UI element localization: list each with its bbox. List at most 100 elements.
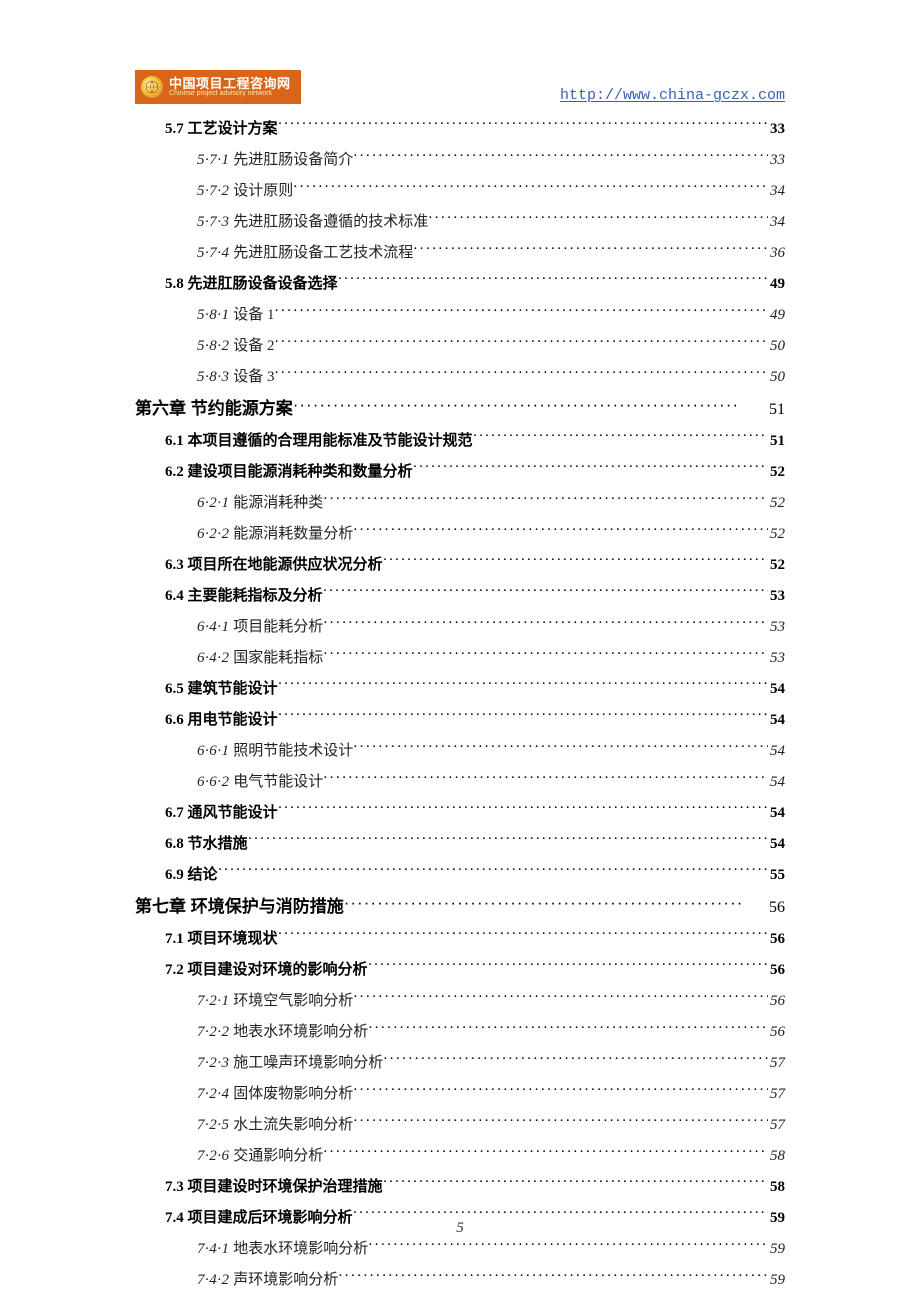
toc-row: 6·4·1 项目能耗分析53 [135,616,785,635]
toc-title: 地表水环境影响分析 [230,1241,369,1257]
toc-label: 5.8 先进肛肠设备设备选择 [165,277,338,292]
toc-label: 6·2·2 能源消耗数量分析 [197,527,353,542]
toc-page: 51 [768,434,785,449]
toc-title: 声环境影响分析 [230,1272,339,1288]
toc-row: 6.6 用电节能设计54 [135,709,785,728]
toc-row: 7·4·2 声环境影响分析 59 [135,1269,785,1288]
toc-page: 56 [768,932,785,947]
toc-leader [278,709,768,724]
toc-label: 7·2·4 固体废物影响分析 [197,1087,353,1102]
page-header: 中国项目工程咨询网 Chinese project advisory netwo… [135,70,785,108]
toc-leader [353,1083,768,1098]
toc-page: 52 [768,558,785,573]
toc-page: 34 [768,215,785,230]
toc-page: 54 [768,837,785,852]
toc-title: 设备 1 [230,307,275,323]
toc-leader [344,895,741,912]
toc-page: 54 [768,744,785,759]
toc-label: 第六章 节约能源方案 [135,400,293,417]
toc-label: 5·7·1 先进肛肠设备简介 [197,153,353,168]
toc-number: 7·2·5 [197,1117,230,1133]
toc-leader [323,771,768,786]
toc-row: 6·6·2 电气节能设计54 [135,771,785,790]
site-url-link[interactable]: http://www.china-gczx.com [560,87,785,104]
toc-leader [473,430,768,445]
toc-title: 先进肛肠设备简介 [230,152,354,168]
toc-row: 5·8·1 设备 1 49 [135,304,785,323]
toc-title: 能源消耗种类 [230,495,324,511]
toc-label: 6.8 节水措施 [165,837,248,852]
toc-row: 6.3 项目所在地能源供应状况分析52 [135,554,785,573]
toc-label: 6.1 本项目遵循的合理用能标准及节能设计规范 [165,434,473,449]
toc-row: 6.4 主要能耗指标及分析53 [135,585,785,604]
toc-page: 56 [768,963,785,978]
toc-leader [338,1269,768,1284]
toc-label: 6.7 通风节能设计 [165,806,278,821]
toc-row: 6·6·1 照明节能技术设计54 [135,740,785,759]
logo-title-cn: 中国项目工程咨询网 [169,77,291,91]
toc-page: 55 [768,868,785,883]
toc-leader [368,1238,768,1253]
toc-title: 设备 2 [230,338,275,354]
toc-leader [368,1021,768,1036]
toc-title: 环境空气影响分析 [230,993,354,1009]
toc-number: 5·8·1 [197,307,230,323]
toc-page: 54 [768,775,785,790]
toc-leader [278,118,768,133]
toc-label: 6·4·2 国家能耗指标 [197,651,323,666]
toc-leader [353,1114,768,1129]
toc-page: 56 [768,1025,785,1040]
toc-leader [383,1176,768,1191]
toc-label: 7·2·3 施工噪声环境影响分析 [197,1056,383,1071]
toc-label: 6·4·1 项目能耗分析 [197,620,323,635]
toc-label: 6.2 建设项目能源消耗种类和数量分析 [165,465,413,480]
toc-leader [278,928,768,943]
toc-page: 54 [768,806,785,821]
toc-row: 6.9 结论55 [135,864,785,883]
toc-number: 7·2·2 [197,1024,230,1040]
toc-label: 6.5 建筑节能设计 [165,682,278,697]
toc-row: 5.8 先进肛肠设备设备选择49 [135,273,785,292]
toc-number: 5·7·3 [197,214,230,230]
toc-leader [275,304,768,319]
toc-label: 7·4·1 地表水环境影响分析 [197,1242,368,1257]
toc-row: 6.2 建设项目能源消耗种类和数量分析 52 [135,461,785,480]
toc-label: 7.3 项目建设时环境保护治理措施 [165,1180,383,1195]
toc-leader [353,523,768,538]
table-of-contents: 5.7 工艺设计方案33 5·7·1 先进肛肠设备简介33 5·7·2 设计原则 34… [135,118,785,1300]
toc-leader [275,366,768,381]
toc-leader [413,242,768,257]
logo-title-en: Chinese project advisory network [169,90,291,97]
toc-leader [353,740,768,755]
toc-leader [275,335,768,350]
toc-page: 57 [768,1056,785,1071]
toc-leader [218,864,768,879]
toc-number: 7·4·2 [197,1272,230,1288]
toc-row: 7·2·6 交通影响分析58 [135,1145,785,1164]
toc-label: 5·7·4 先进肛肠设备工艺技术流程 [197,246,413,261]
toc-page: 54 [768,713,785,728]
toc-leader [323,647,768,662]
toc-row: 5·7·1 先进肛肠设备简介33 [135,149,785,168]
toc-leader [248,833,768,848]
toc-row: 6.8 节水措施 54 [135,833,785,852]
toc-page: 57 [768,1087,785,1102]
page-number: 5 [0,1220,920,1237]
toc-label: 5.7 工艺设计方案 [165,122,278,137]
toc-number: 7·2·3 [197,1055,230,1071]
toc-title: 设备 3 [230,369,275,385]
toc-label: 5·7·3 先进肛肠设备遵循的技术标准 [197,215,428,230]
toc-leader [353,149,768,164]
toc-row: 5.7 工艺设计方案33 [135,118,785,137]
toc-leader [353,990,768,1005]
toc-number: 5·7·2 [197,183,230,199]
toc-number: 7·2·4 [197,1086,230,1102]
toc-row: 7·2·3 施工噪声环境影响分析 57 [135,1052,785,1071]
toc-title: 地表水环境影响分析 [230,1024,369,1040]
toc-title: 固体废物影响分析 [230,1086,354,1102]
toc-leader [413,461,768,476]
toc-row: 5·8·3 设备 3 50 [135,366,785,385]
toc-label: 5·7·2 设计原则 [197,184,293,199]
toc-title: 国家能耗指标 [230,650,324,666]
toc-leader [278,678,768,693]
